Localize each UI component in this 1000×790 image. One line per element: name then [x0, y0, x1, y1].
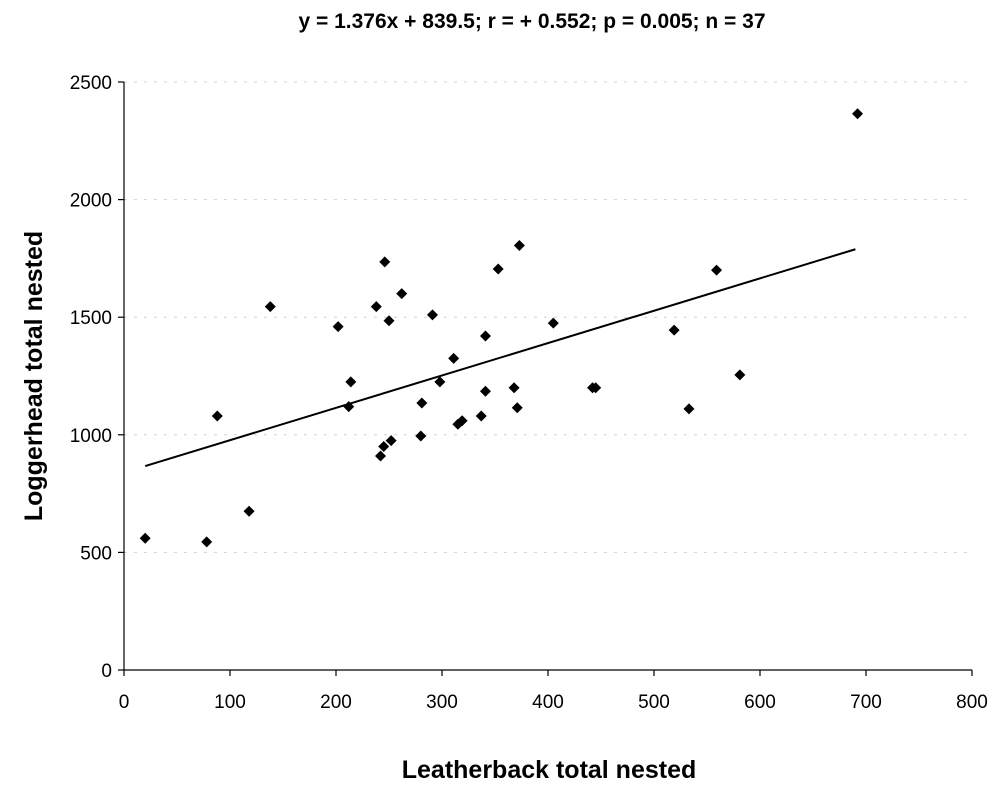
data-point: [211, 410, 223, 422]
y-tick-label: 2500: [70, 73, 112, 94]
data-point: [448, 352, 460, 364]
x-axis-label: Leatherback total nested: [402, 756, 697, 784]
data-point: [492, 263, 504, 275]
x-tick-label: 0: [119, 692, 130, 713]
x-tick-label: 100: [214, 692, 246, 713]
trend-line: [144, 248, 856, 468]
axes: [118, 81, 973, 676]
data-point: [479, 385, 491, 397]
x-tick-label: 500: [638, 692, 670, 713]
data-point: [343, 401, 355, 413]
y-tick-label: 500: [80, 543, 112, 564]
gridlines: [124, 81, 972, 553]
data-point: [511, 402, 523, 414]
data-point: [264, 301, 276, 313]
data-point: [456, 415, 468, 427]
data-point: [683, 403, 695, 415]
data-point: [201, 536, 213, 548]
y-axis-label: Loggerhead total nested: [20, 231, 48, 521]
data-points: [139, 108, 864, 548]
data-point: [734, 369, 746, 381]
data-point: [379, 256, 391, 268]
x-tick-label: 800: [956, 692, 988, 713]
data-point: [711, 264, 723, 276]
y-tick-label: 1500: [70, 308, 112, 329]
data-point: [479, 330, 491, 342]
data-point: [416, 397, 428, 409]
y-tick-label: 1000: [70, 426, 112, 447]
data-point: [370, 301, 382, 313]
data-point: [139, 532, 151, 544]
x-tick-label: 300: [426, 692, 458, 713]
y-tick-label: 2000: [70, 191, 112, 212]
data-point: [243, 505, 255, 517]
data-point: [415, 430, 427, 442]
data-point: [385, 435, 397, 447]
data-point: [508, 382, 520, 394]
y-tick-label: 0: [101, 661, 112, 682]
data-point: [396, 288, 408, 300]
chart-title: y = 1.376x + 839.5; r = + 0.552; p = 0.0…: [299, 10, 766, 33]
data-point: [513, 239, 525, 251]
data-point: [378, 441, 390, 453]
x-tick-label: 200: [320, 692, 352, 713]
data-point: [475, 410, 487, 422]
data-point: [426, 309, 438, 321]
data-point: [434, 376, 446, 388]
data-point: [547, 317, 559, 329]
x-tick-label: 400: [532, 692, 564, 713]
x-tick-label: 700: [850, 692, 882, 713]
tick-labels: 0 500 1000 1500 2000 2500 0 100 200 300 400 500 600 7…: [70, 73, 988, 713]
data-point: [668, 324, 680, 336]
x-tick-label: 600: [744, 692, 776, 713]
data-point: [345, 376, 357, 388]
data-point: [332, 321, 344, 333]
data-point: [852, 108, 864, 120]
data-point: [590, 382, 602, 394]
data-point: [375, 450, 387, 462]
data-point: [383, 315, 395, 327]
